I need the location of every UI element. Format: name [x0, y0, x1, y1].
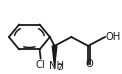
Text: Cl: Cl: [36, 60, 46, 70]
Text: 2: 2: [57, 63, 62, 72]
Polygon shape: [52, 46, 57, 67]
Text: NH: NH: [49, 61, 64, 71]
Text: OH: OH: [105, 32, 121, 42]
Text: O: O: [86, 59, 94, 69]
